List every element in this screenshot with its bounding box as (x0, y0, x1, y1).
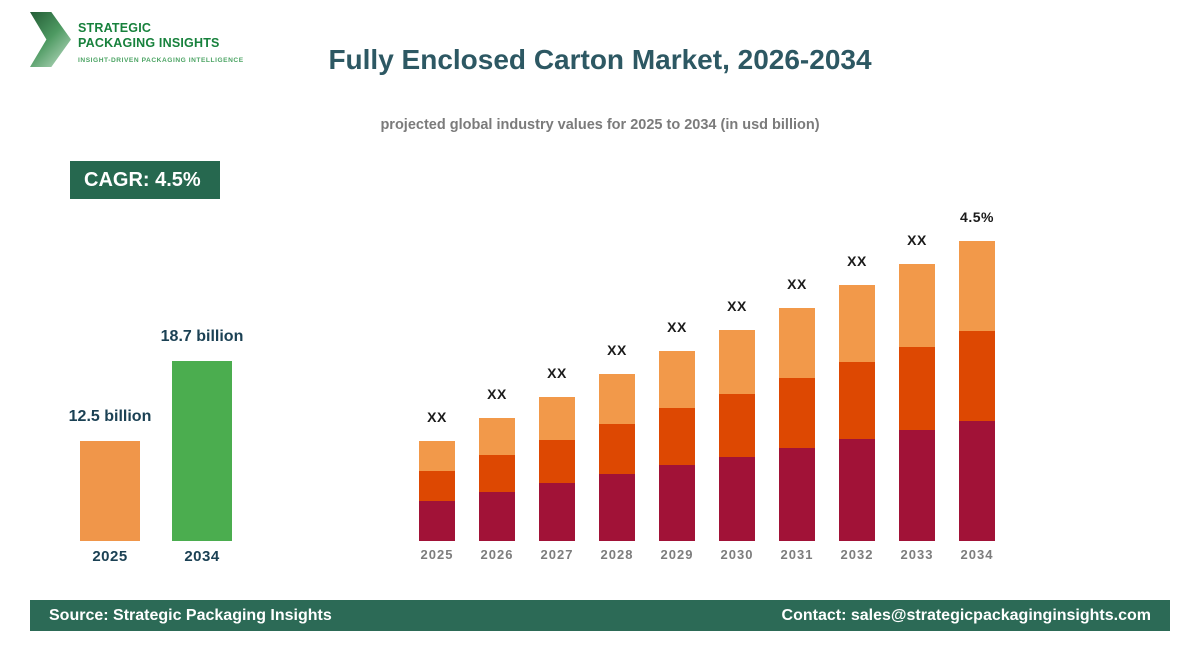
summary-bar-column-2025: 12.5 billion 2025 (69, 408, 152, 565)
stacked-bar-column-2031: XX 2031 (767, 276, 827, 562)
stacked-segment-middle (479, 455, 515, 492)
stacked-bar (719, 330, 755, 541)
stacked-bar-year: 2026 (480, 547, 514, 562)
footer-contact: Contact: sales@strategicpackaginginsight… (781, 606, 1151, 624)
footer-source: Source: Strategic Packaging Insights (49, 606, 332, 624)
stacked-segment-middle (599, 424, 635, 474)
stacked-segment-bottom (539, 483, 575, 541)
stacked-segment-top (959, 241, 995, 331)
stacked-bar-year: 2033 (900, 547, 934, 562)
stacked-bar (899, 264, 935, 541)
stacked-segment-bottom (719, 457, 755, 541)
cagr-badge: CAGR: 4.5% (70, 161, 220, 199)
stacked-bar-column-2025: XX 2025 (407, 409, 467, 562)
summary-bar (80, 441, 140, 541)
stacked-bar (659, 351, 695, 541)
stacked-bar-year: 2027 (540, 547, 574, 562)
footer-bar: Source: Strategic Packaging Insights Con… (30, 600, 1170, 631)
stacked-bar-year: 2029 (660, 547, 694, 562)
stacked-bar-value-label: XX (727, 298, 747, 314)
logo-text: STRATEGIC PACKAGING INSIGHTS INSIGHT-DRI… (78, 12, 244, 64)
stacked-bar-column-2032: XX 2032 (827, 253, 887, 562)
stacked-segment-bottom (839, 439, 875, 541)
stacked-segment-bottom (899, 430, 935, 541)
stacked-bar (959, 241, 995, 541)
stacked-bar-value-label: 4.5% (960, 209, 994, 225)
stacked-bar-column-2027: XX 2027 (527, 365, 587, 562)
stacked-bar-value-label: XX (787, 276, 807, 292)
summary-bar (172, 361, 232, 541)
logo: STRATEGIC PACKAGING INSIGHTS INSIGHT-DRI… (30, 12, 244, 67)
stacked-bar-value-label: XX (847, 253, 867, 269)
stacked-segment-top (839, 285, 875, 362)
stacked-bar-year: 2031 (780, 547, 814, 562)
stacked-bar-column-2026: XX 2026 (467, 386, 527, 562)
stacked-bar-value-label: XX (427, 409, 447, 425)
stacked-bar-value-label: XX (547, 365, 567, 381)
stacked-bar-year: 2030 (720, 547, 754, 562)
summary-bar-value: 18.7 billion (160, 328, 244, 345)
stacked-segment-bottom (419, 501, 455, 541)
stacked-bar (479, 418, 515, 541)
logo-line1: STRATEGIC (78, 21, 152, 35)
stacked-bar-year: 2032 (840, 547, 874, 562)
stacked-bar (419, 441, 455, 541)
page-title: Fully Enclosed Carton Market, 2026-2034 (328, 44, 872, 75)
stacked-segment-top (719, 330, 755, 394)
stacked-segment-middle (899, 347, 935, 430)
stacked-segment-bottom (959, 421, 995, 541)
stacked-bar-year: 2028 (600, 547, 634, 562)
stacked-bar-year: 2034 (960, 547, 994, 562)
stacked-segment-middle (719, 394, 755, 457)
stacked-bar-column-2030: XX 2030 (707, 298, 767, 562)
stacked-segment-bottom (479, 492, 515, 541)
stacked-bar-value-label: XX (907, 232, 927, 248)
stacked-bar-column-2029: XX 2029 (647, 319, 707, 562)
summary-bar-chart: 12.5 billion 2025 18.7 billion 2034 (69, 328, 244, 565)
stacked-segment-top (599, 374, 635, 424)
stacked-segment-top (419, 441, 455, 471)
stacked-bar-chart: XX 2025 XX 2026 XX 2027 XX 2028 XX 2029 XX 2030 XX 20… (407, 209, 1007, 562)
stacked-bar-value-label: XX (607, 342, 627, 358)
stacked-segment-top (659, 351, 695, 408)
stacked-bar (839, 285, 875, 541)
stacked-bar-value-label: XX (487, 386, 507, 402)
stacked-segment-bottom (599, 474, 635, 541)
stacked-segment-middle (539, 440, 575, 483)
stacked-segment-middle (419, 471, 455, 501)
summary-bar-year: 2034 (184, 548, 220, 565)
stacked-segment-middle (839, 362, 875, 439)
stacked-segment-middle (779, 378, 815, 448)
chart-subtitle: projected global industry values for 202… (380, 117, 820, 133)
stacked-segment-top (899, 264, 935, 347)
stacked-bar-column-2033: XX 2033 (887, 232, 947, 562)
stacked-bar (779, 308, 815, 541)
stacked-bar-column-2034: 4.5% 2034 (947, 209, 1007, 562)
summary-bar-column-2034: 18.7 billion 2034 (161, 328, 244, 565)
stacked-segment-middle (959, 331, 995, 421)
summary-bar-value: 12.5 billion (68, 408, 152, 425)
stacked-segment-top (779, 308, 815, 378)
stacked-bar (599, 374, 635, 541)
stacked-bar-value-label: XX (667, 319, 687, 335)
stacked-segment-top (479, 418, 515, 455)
logo-line2: PACKAGING INSIGHTS (78, 35, 220, 50)
stacked-segment-bottom (779, 448, 815, 541)
logo-tagline: INSIGHT-DRIVEN PACKAGING INTELLIGENCE (78, 56, 244, 64)
summary-bar-year: 2025 (92, 548, 128, 565)
stacked-bar-year: 2025 (420, 547, 454, 562)
stacked-bar (539, 397, 575, 541)
stacked-bar-column-2028: XX 2028 (587, 342, 647, 562)
stacked-segment-bottom (659, 465, 695, 541)
stacked-segment-top (539, 397, 575, 440)
stacked-segment-middle (659, 408, 695, 465)
